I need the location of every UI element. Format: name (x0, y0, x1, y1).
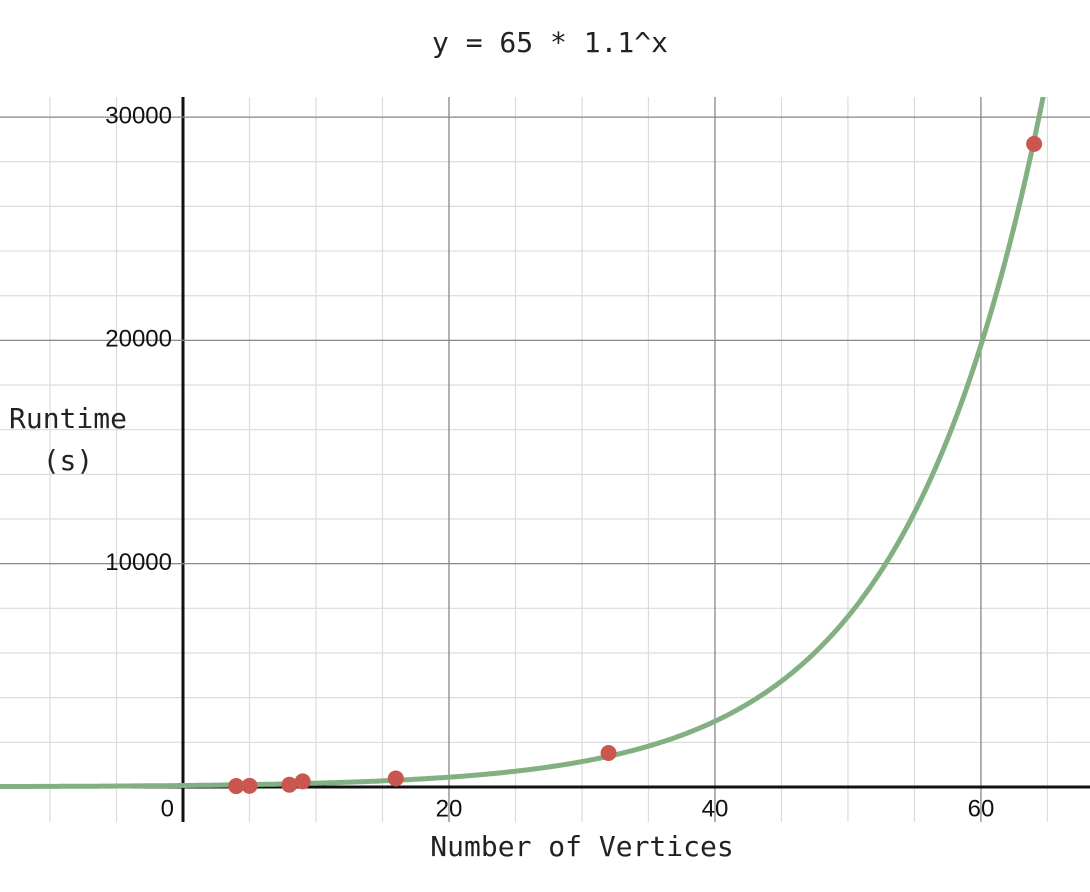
grid: 20 40 60 0 10000 20000 30000 (0, 97, 1090, 822)
x-tick-label: 20 (436, 795, 463, 822)
data-point (241, 777, 258, 794)
data-point (387, 770, 404, 787)
x-tick-label: 60 (968, 795, 995, 822)
y-tick-label: 30000 (105, 102, 172, 129)
x-tick-label: 40 (702, 795, 729, 822)
y-axis-label: Runtime (s) (8, 402, 127, 477)
x-axis-label: Number of Vertices (430, 830, 733, 863)
data-point (294, 773, 311, 790)
plot (0, 97, 1046, 795)
y-tick-label: 20000 (105, 326, 172, 353)
data-point (600, 745, 617, 762)
data-point (1026, 135, 1043, 152)
chart-title: y = 65 * 1.1^x (432, 26, 668, 59)
fit-curve (0, 97, 1046, 790)
y-tick-label: 10000 (105, 549, 172, 576)
data-point (281, 776, 298, 793)
data-point (228, 778, 245, 795)
y-tick-label: 0 (161, 795, 174, 822)
